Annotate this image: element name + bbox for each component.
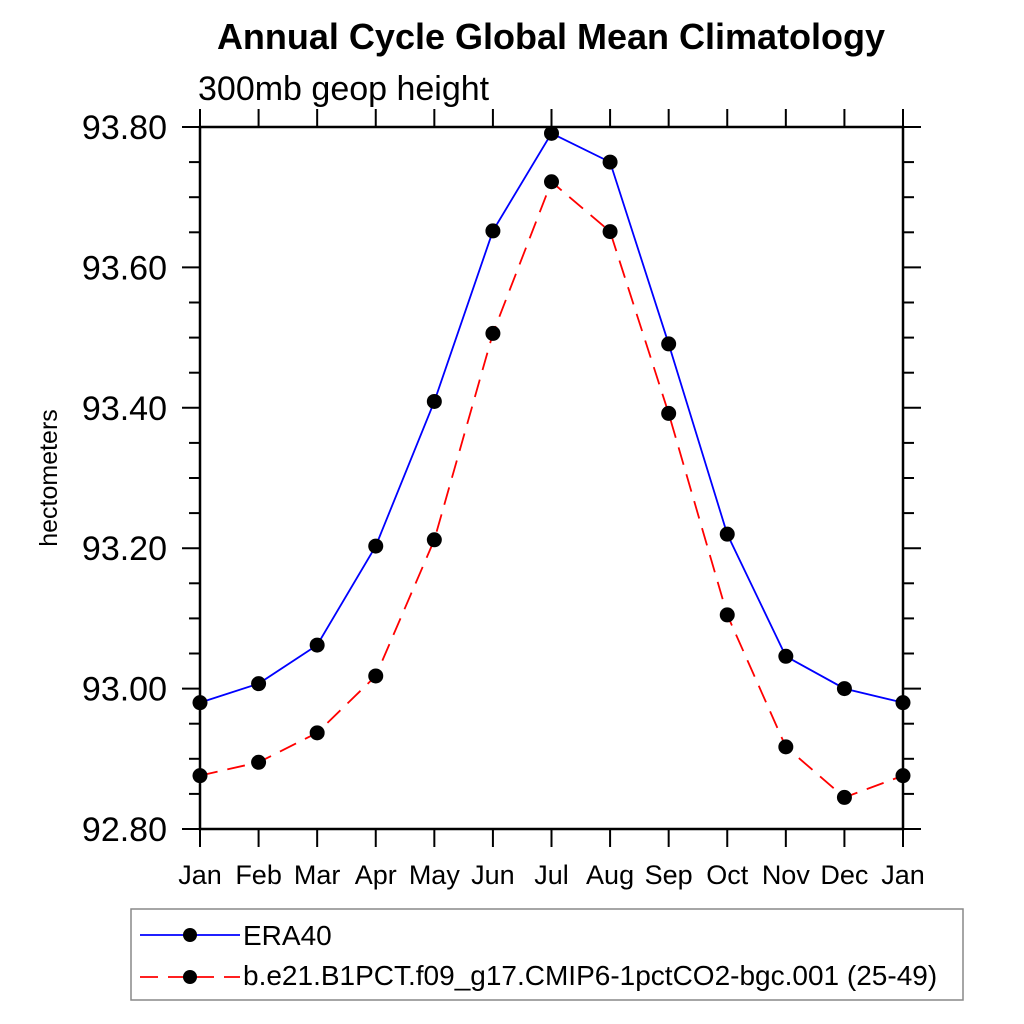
x-tick-label: Oct <box>706 860 749 890</box>
data-point-marker <box>485 223 501 239</box>
y-axis-title: hectometers <box>35 409 63 547</box>
x-tick-label: Mar <box>294 860 341 890</box>
legend-box <box>130 908 964 1001</box>
series-line-1 <box>199 180 904 799</box>
chart-subtitle: 300mb geop height <box>198 70 490 108</box>
x-tick-label: Feb <box>235 860 282 890</box>
legend-label-model: b.e21.B1PCT.f09_g17.CMIP6-1pctCO2-bgc.00… <box>243 960 937 991</box>
data-point-marker <box>368 668 384 684</box>
data-point-marker <box>192 768 208 784</box>
data-point-marker <box>368 538 384 554</box>
data-point-marker <box>602 154 618 170</box>
x-tick-label: Apr <box>355 860 397 890</box>
data-point-marker <box>719 526 735 542</box>
x-tick-label: Jan <box>178 860 222 890</box>
x-tick-label: Jan <box>881 860 925 890</box>
data-point-marker <box>426 532 442 548</box>
axes-layer: Jan Feb Mar Apr May Jun Jul Aug Sep Oct Nov Dec Jan 9… <box>82 109 925 890</box>
y-tick-label: 93.80 <box>82 109 167 147</box>
y-tick-label: 93.40 <box>82 390 167 428</box>
x-tick-label: Aug <box>586 860 634 890</box>
x-tick-label: May <box>409 860 461 890</box>
x-tick-label: Sep <box>645 860 693 890</box>
chart-title: Annual Cycle Global Mean Climatology <box>217 16 885 57</box>
data-point-marker <box>661 336 677 352</box>
plot-border <box>198 125 905 831</box>
data-point-marker <box>602 224 618 240</box>
data-point-marker <box>426 393 442 409</box>
data-point-marker <box>661 405 677 421</box>
data-point-marker <box>836 789 852 805</box>
legend: ERA40 b.e21.B1PCT.f09_g17.CMIP6-1pctCO2-… <box>130 908 964 1001</box>
series-line-0 <box>199 132 904 704</box>
legend-sample-marker-0 <box>183 928 197 942</box>
data-point-marker <box>895 768 911 784</box>
legend-sample-marker-1 <box>183 970 197 984</box>
data-point-marker <box>251 754 267 770</box>
x-tick-label: Jul <box>534 860 569 890</box>
data-point-marker <box>778 739 794 755</box>
data-point-marker <box>719 607 735 623</box>
x-tick-label: Dec <box>820 860 868 890</box>
data-point-marker <box>485 325 501 341</box>
data-point-marker <box>778 648 794 664</box>
y-tick-label: 92.80 <box>82 811 167 849</box>
data-point-marker <box>251 676 267 692</box>
x-tick-label: Jun <box>471 860 515 890</box>
data-point-marker <box>309 725 325 741</box>
legend-label-era40: ERA40 <box>243 920 332 951</box>
data-point-marker <box>192 695 208 711</box>
data-point-marker <box>544 174 559 190</box>
data-point-marker <box>836 681 852 697</box>
legend-samples <box>140 928 240 984</box>
y-tick-label: 93.20 <box>82 530 167 568</box>
data-point-marker <box>544 125 559 141</box>
y-tick-label: 93.60 <box>82 249 167 287</box>
x-tick-label: Nov <box>762 860 811 890</box>
series-layer <box>192 125 911 805</box>
data-point-marker <box>309 637 325 653</box>
y-tick-label: 93.00 <box>82 671 167 709</box>
data-point-marker <box>895 695 911 711</box>
